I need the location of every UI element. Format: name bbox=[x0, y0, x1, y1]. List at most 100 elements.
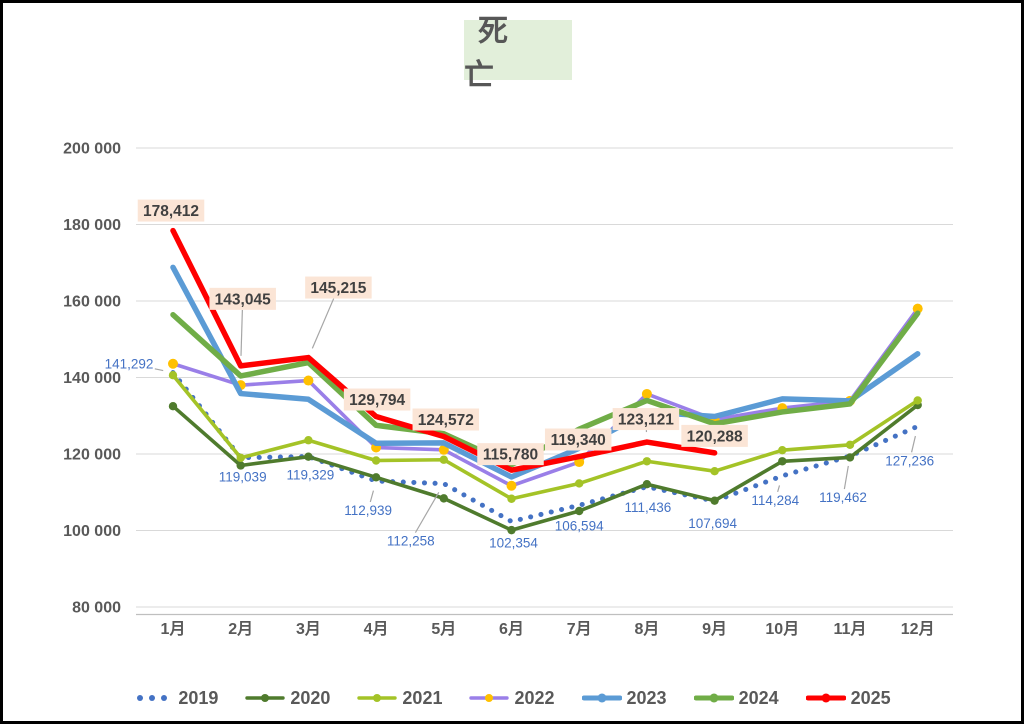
data-label-2025: 119,340 bbox=[551, 432, 606, 449]
data-label-2019: 107,694 bbox=[688, 516, 737, 531]
data-label-box-2025 bbox=[412, 408, 480, 431]
series-2020-marker bbox=[778, 457, 787, 466]
legend-marker-2020 bbox=[245, 694, 286, 702]
series-2022-marker bbox=[438, 444, 449, 455]
x-axis-label: 6月 bbox=[499, 620, 524, 638]
series-2022-line[interactable] bbox=[171, 306, 920, 488]
label-leader-line bbox=[311, 298, 335, 349]
x-axis-label: 4月 bbox=[364, 620, 389, 638]
data-label-box-2025 bbox=[305, 276, 372, 299]
label-leader-line bbox=[154, 368, 164, 372]
data-label-2019: 102,354 bbox=[489, 535, 538, 550]
data-label-box-2025 bbox=[343, 388, 411, 411]
data-label-box-2025 bbox=[612, 408, 680, 431]
legend-item-2019[interactable]: 2019 bbox=[133, 688, 218, 709]
series-2021-marker bbox=[642, 457, 652, 466]
data-label-2025: 120,288 bbox=[687, 428, 743, 445]
y-axis-tick-label: 140 000 bbox=[63, 370, 121, 387]
series-2020-marker bbox=[845, 453, 855, 462]
legend-label: 2021 bbox=[402, 687, 443, 708]
legend-marker-2022 bbox=[469, 694, 510, 702]
y-axis-tick-label: 100 000 bbox=[63, 523, 121, 540]
data-label-2019: 119,039 bbox=[219, 470, 267, 485]
legend-item-2023[interactable]: 2023 bbox=[581, 687, 667, 709]
legend-item-2024[interactable]: 2024 bbox=[693, 687, 779, 709]
data-label-2025: 143,045 bbox=[215, 291, 271, 308]
series-2021-marker bbox=[168, 371, 178, 380]
series-2021-marker bbox=[913, 396, 922, 405]
data-label-2019: 112,939 bbox=[344, 503, 392, 518]
series-2021-marker bbox=[575, 479, 584, 488]
x-axis-label: 3月 bbox=[296, 620, 321, 638]
legend-marker-2024 bbox=[693, 693, 734, 703]
series-2019-line[interactable] bbox=[170, 370, 921, 524]
data-label-box-2025 bbox=[477, 443, 544, 466]
data-label-box-2025 bbox=[137, 199, 205, 222]
x-axis-label: 12月 bbox=[901, 620, 935, 638]
series-2020-marker bbox=[439, 494, 448, 503]
legend-item-2021[interactable]: 2021 bbox=[357, 688, 442, 709]
legend-label: 2020 bbox=[290, 687, 331, 708]
data-label-box-2025 bbox=[544, 428, 612, 451]
series-2022-marker bbox=[506, 480, 517, 491]
data-label-2019: 112,258 bbox=[387, 534, 435, 549]
series-2022-marker bbox=[168, 358, 178, 369]
chart-title: 死 亡 bbox=[464, 15, 572, 92]
data-label-2019: 111,436 bbox=[625, 500, 672, 515]
legend-marker-2023 bbox=[581, 693, 622, 703]
series-2021-marker bbox=[304, 436, 313, 445]
series-2022-marker bbox=[303, 375, 314, 386]
series-2021-marker bbox=[236, 453, 245, 463]
data-label-2019: 119,462 bbox=[819, 490, 867, 505]
y-axis-tick-label: 120 000 bbox=[63, 447, 121, 464]
data-label-2019: 106,594 bbox=[555, 518, 604, 533]
series-2021-marker bbox=[778, 445, 787, 455]
series-2025-line[interactable] bbox=[170, 227, 718, 473]
series-2020-marker bbox=[168, 401, 178, 411]
legend-label: 2019 bbox=[178, 687, 219, 708]
x-axis-label: 5月 bbox=[431, 620, 456, 638]
legend-item-2025[interactable]: 2025 bbox=[805, 687, 891, 709]
data-label-2025: 129,794 bbox=[349, 392, 405, 409]
label-leader-line bbox=[240, 309, 243, 356]
label-leader-line bbox=[910, 435, 916, 453]
series-2021-marker bbox=[710, 467, 719, 476]
series-2021-marker bbox=[439, 455, 448, 464]
data-label-2019: 114,284 bbox=[751, 493, 799, 508]
y-axis-tick-label: 80 000 bbox=[72, 600, 121, 617]
legend-item-2022[interactable]: 2022 bbox=[469, 688, 555, 709]
data-label-2025: 145,215 bbox=[310, 280, 366, 297]
data-label-2025: 123,121 bbox=[618, 412, 674, 429]
chart-plot-area[interactable]: 200 000 180 000 160 000 140 000 120 000 100 0… bbox=[3, 3, 1021, 721]
label-leader-line bbox=[414, 491, 440, 533]
x-axis-label: 10月 bbox=[765, 620, 799, 638]
label-leader-line bbox=[843, 465, 849, 490]
series-2022-marker bbox=[641, 388, 652, 399]
label-leader-line bbox=[777, 485, 781, 493]
series-2021-marker bbox=[371, 456, 381, 465]
legend-label: 2023 bbox=[626, 687, 667, 708]
series-2020-marker bbox=[507, 525, 516, 535]
series-2021-line[interactable] bbox=[171, 373, 920, 501]
x-axis-label: 2月 bbox=[228, 620, 253, 638]
series-2020-marker bbox=[236, 461, 245, 470]
chart-legend: 2019 2020 2021 2022 2023 2024 2025 bbox=[3, 681, 1021, 715]
data-label-box-2025 bbox=[209, 287, 276, 310]
legend-label: 2024 bbox=[738, 687, 779, 708]
y-axis-tick-label: 180 000 bbox=[63, 217, 121, 234]
series-2020-marker bbox=[304, 452, 313, 461]
legend-label: 2025 bbox=[850, 687, 891, 708]
data-label-2019: 119,329 bbox=[286, 468, 334, 483]
legend-marker-2021 bbox=[357, 694, 398, 702]
data-label-2025: 124,572 bbox=[418, 412, 474, 429]
series-2020-line[interactable] bbox=[171, 403, 920, 532]
legend-item-2020[interactable]: 2020 bbox=[245, 688, 330, 709]
legend-marker-2025 bbox=[805, 693, 846, 703]
data-label-2025: 178,412 bbox=[143, 203, 199, 220]
series-2020-marker bbox=[575, 506, 584, 516]
series-2020-marker bbox=[371, 473, 381, 482]
death-chart-svg: 200 000 180 000 160 000 140 000 120 000 100 0… bbox=[63, 141, 953, 638]
y-axis-tick-label: 160 000 bbox=[63, 294, 121, 311]
data-label-2019: 127,236 bbox=[885, 453, 934, 468]
